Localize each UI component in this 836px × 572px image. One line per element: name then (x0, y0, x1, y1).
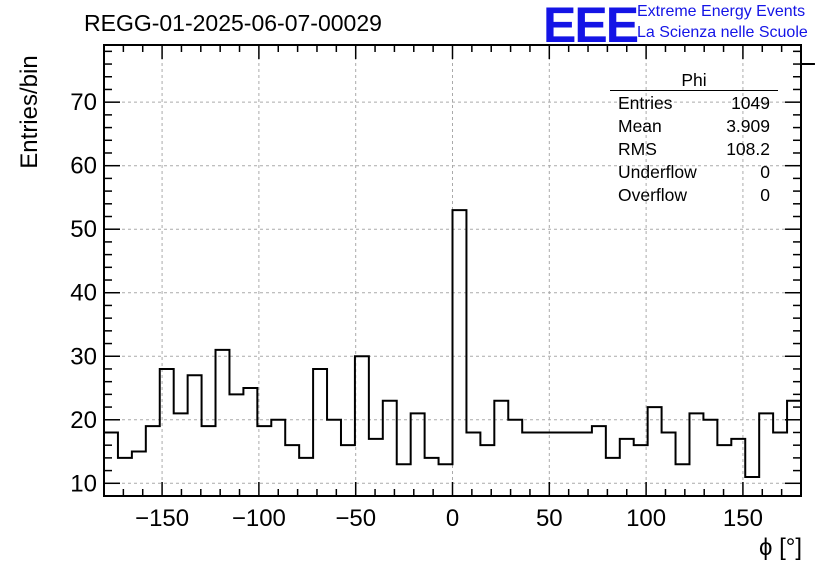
histogram-bin (703, 420, 717, 496)
histogram-outline (104, 63, 815, 478)
y-tick-label: 10 (70, 470, 97, 497)
stats-label: Overflow (618, 185, 688, 205)
histogram-bin (174, 413, 188, 496)
histogram-bin (216, 350, 230, 496)
histogram-bin (453, 210, 467, 496)
histogram-bin (383, 401, 397, 496)
histogram-bin (327, 420, 341, 496)
histogram-bin (648, 407, 662, 496)
histogram-bin (689, 413, 703, 496)
histogram-bin (132, 452, 146, 496)
stats-value: 0 (760, 162, 770, 182)
histogram-bin (369, 439, 383, 496)
histogram-bin (202, 426, 216, 496)
histogram-bin (188, 375, 202, 496)
histogram-bin (299, 458, 313, 496)
histogram-bin (787, 401, 801, 496)
histogram-bin (355, 356, 369, 496)
histogram-bin (717, 445, 731, 496)
x-tick-label: 100 (626, 505, 666, 532)
stats-row: Overflow 0 (610, 184, 778, 207)
y-tick-label: 40 (70, 280, 97, 307)
x-tick-label: 0 (446, 505, 459, 532)
histogram-bin (662, 432, 676, 496)
histogram-bin (620, 439, 634, 496)
histogram-bin (425, 458, 439, 496)
axis-ticks (103, 45, 802, 497)
histogram-bin (759, 413, 773, 496)
x-tick-label: 150 (723, 505, 763, 532)
histogram-bin (411, 413, 425, 496)
x-tick-labels: −150 −100 −50 0 50 100 150 (135, 505, 763, 532)
histogram-bin (592, 426, 606, 496)
histogram-bin (466, 432, 480, 496)
histogram-bin (564, 432, 578, 496)
x-tick-label: −50 (335, 505, 376, 532)
histogram-bin (550, 432, 564, 496)
x-tick-label: 50 (536, 505, 563, 532)
stats-row: Underflow 0 (610, 161, 778, 184)
histogram-bin (271, 420, 285, 496)
stats-value: 3.909 (726, 116, 770, 136)
histogram-bin (745, 477, 759, 496)
stats-row: RMS 108.2 (610, 138, 778, 161)
y-tick-label: 70 (70, 89, 97, 116)
histogram-bin (536, 432, 550, 496)
stats-value: 1049 (731, 93, 770, 113)
histogram-bin (801, 64, 815, 496)
stats-row: Entries 1049 (610, 92, 778, 115)
stats-row: Mean 3.909 (610, 115, 778, 138)
histogram-bin (578, 432, 592, 496)
chart-title: REGG-01-2025-06-07-00029 (84, 10, 382, 36)
stats-label: Mean (618, 116, 662, 136)
histogram-bin (494, 401, 508, 496)
histogram-bin (773, 432, 787, 496)
y-tick-label: 20 (70, 407, 97, 434)
histogram-bin (285, 445, 299, 496)
histogram-bin (397, 464, 411, 496)
logo-line-1: Extreme Energy Events (637, 3, 806, 20)
eee-logo-mark: EEE (543, 0, 639, 53)
stats-label: RMS (618, 139, 657, 159)
y-tick-label: 60 (70, 153, 97, 180)
histogram-bin (439, 464, 453, 496)
y-axis-label: Entries/bin (16, 55, 43, 169)
x-tick-label: −150 (135, 505, 189, 532)
stats-title: Phi (610, 70, 778, 91)
stats-value: 0 (760, 185, 770, 205)
stats-value: 108.2 (726, 139, 770, 159)
histogram-bin (480, 445, 494, 496)
logo-line-2: La Scienza nelle Scuole (637, 24, 808, 41)
histogram-bin (243, 388, 257, 496)
histogram-bin (341, 445, 355, 496)
x-axis-label: ϕ [°] (758, 534, 802, 561)
histogram-bin (313, 369, 327, 496)
histogram-bin (160, 369, 174, 496)
y-tick-labels: 10 20 30 40 50 60 70 (70, 89, 97, 497)
histogram-bin (229, 394, 243, 496)
stats-box: Phi Entries 1049 Mean 3.909 RMS 108.2 Under… (610, 70, 778, 207)
histogram-bin (522, 432, 536, 496)
stats-label: Underflow (618, 162, 697, 182)
histogram-bin (118, 458, 132, 496)
y-tick-label: 30 (70, 343, 97, 370)
histogram-bin (146, 426, 160, 496)
histogram-bin (508, 420, 522, 496)
stats-label: Entries (618, 93, 673, 113)
histogram-bin (676, 464, 690, 496)
y-tick-label: 50 (70, 216, 97, 243)
x-tick-label: −100 (232, 505, 286, 532)
histogram-bin (104, 432, 118, 496)
